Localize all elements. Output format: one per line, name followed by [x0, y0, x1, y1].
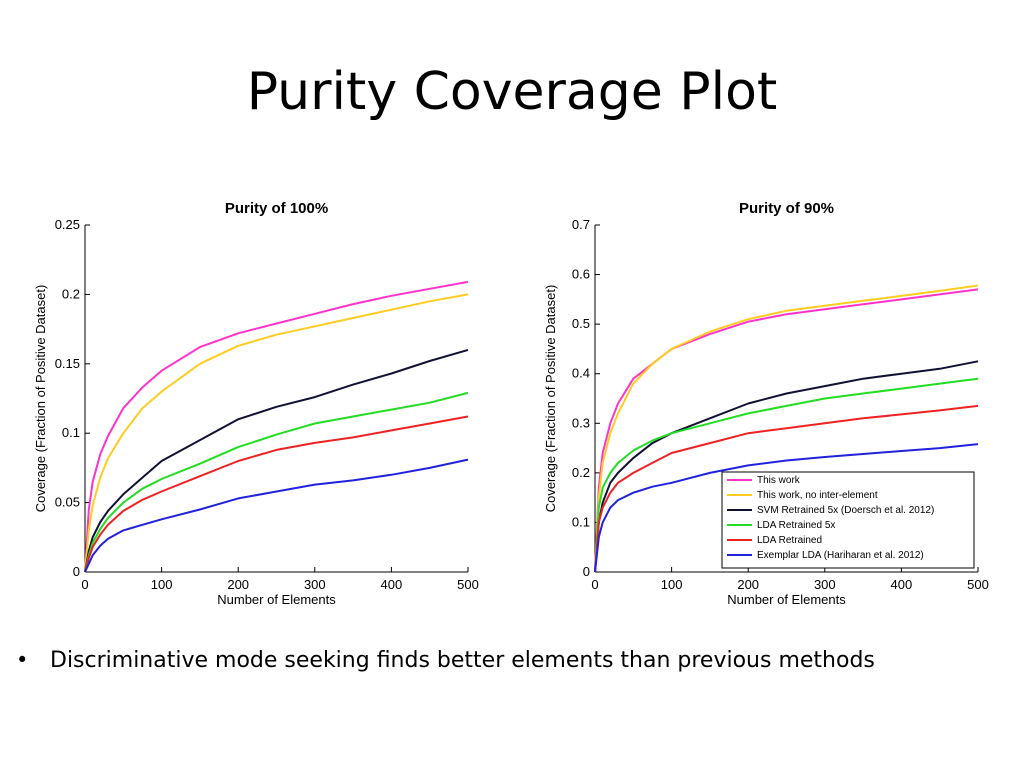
legend-box — [721, 471, 975, 569]
x-tick-label: 0 — [81, 577, 88, 592]
slide-title: Purity Coverage Plot — [246, 62, 778, 122]
x-tick-label: 300 — [814, 577, 836, 592]
y-tick-label: 0.05 — [55, 495, 80, 510]
y-tick-label: 0.2 — [62, 286, 80, 301]
y-tick-label: 0.5 — [572, 316, 590, 331]
y-tick-label: 0 — [73, 564, 80, 579]
legend-entry: This work, no inter-element — [757, 490, 878, 501]
x-tick-label: 200 — [737, 577, 759, 592]
x-tick-label: 400 — [381, 577, 403, 592]
legend-entry: LDA Retrained — [757, 535, 822, 546]
x-axis-label: Number of Elements — [727, 592, 846, 607]
x-tick-label: 100 — [661, 577, 683, 592]
x-tick-label: 0 — [591, 577, 598, 592]
x-axis-label: Number of Elements — [217, 592, 336, 607]
series-line-1 — [84, 280, 469, 573]
y-axis-label: Coverage (Fraction of Positive Dataset) — [543, 285, 558, 513]
y-tick-label: 0.25 — [55, 217, 80, 232]
series-line-5 — [84, 415, 469, 573]
bullet-symbol: • — [16, 648, 29, 672]
y-tick-label: 0.4 — [572, 366, 590, 381]
series-line-5 — [594, 404, 979, 573]
y-tick-label: 0.15 — [55, 356, 80, 371]
x-tick-label: 300 — [304, 577, 326, 592]
series-line-1 — [594, 288, 979, 573]
chart-purity-100: Purity of 100% 0 100 200 300 400 500 0 0.05 0.1 0.… — [33, 200, 479, 607]
series-line-2 — [594, 284, 979, 573]
series-line-6 — [594, 443, 979, 573]
series-line-4 — [594, 377, 979, 573]
series-line-3 — [84, 348, 469, 573]
y-axis-label: Coverage (Fraction of Positive Dataset) — [33, 285, 48, 513]
legend-entry: This work — [757, 475, 801, 486]
y-tick-label: 0.2 — [572, 465, 590, 480]
y-tick-label: 0.7 — [572, 217, 590, 232]
bullet-text: Discriminative mode seeking finds better… — [50, 648, 875, 673]
legend-entry: SVM Retrained 5x (Doersch et al. 2012) — [757, 505, 934, 516]
y-tick-label: 0 — [583, 564, 590, 579]
x-tick-label: 400 — [891, 577, 913, 592]
y-tick-label: 0.1 — [62, 425, 80, 440]
y-tick-label: 0.6 — [572, 267, 590, 282]
series-line-3 — [594, 360, 979, 573]
series-line-6 — [84, 458, 469, 573]
legend-entry: LDA Retrained 5x — [757, 520, 835, 531]
chart-title: Purity of 90% — [739, 200, 834, 217]
x-tick-label: 500 — [967, 577, 989, 592]
series-line-2 — [84, 293, 469, 573]
chart-title: Purity of 100% — [225, 200, 328, 217]
y-tick-label: 0.1 — [572, 514, 590, 529]
legend-entry: Exemplar LDA (Hariharan et al. 2012) — [757, 550, 924, 561]
chart-purity-90: Purity of 90% 0 100 200 300 400 500 0 0.1 0.2 0.3 0… — [543, 200, 989, 607]
series-line-4 — [84, 391, 469, 573]
x-tick-label: 200 — [227, 577, 249, 592]
y-tick-label: 0.3 — [572, 415, 590, 430]
x-tick-label: 500 — [457, 577, 479, 592]
x-tick-label: 100 — [151, 577, 173, 592]
